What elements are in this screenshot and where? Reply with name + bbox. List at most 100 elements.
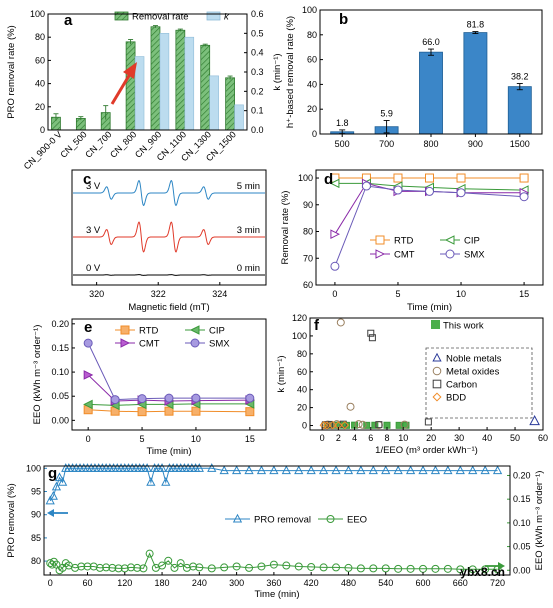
legend-label: Noble metals (446, 354, 502, 365)
trend-arrow-head (123, 62, 137, 79)
data-point-pro-removal (468, 465, 478, 475)
data-point (393, 185, 403, 195)
bar-k (159, 33, 170, 131)
data-point (164, 406, 174, 416)
data-point-eeo (431, 564, 440, 573)
tick-label-x: 180 (155, 578, 170, 588)
tick-label-y2: 0.20 (513, 470, 531, 480)
data-point-pro-removal (207, 463, 217, 472)
series-line-pro-removal (49, 467, 498, 502)
scatter-point (358, 420, 367, 429)
panel-d-frame (315, 169, 544, 286)
tick-label-x: 10 (191, 434, 201, 444)
tick-label-y: 40 (307, 79, 317, 89)
panel-a-frame (47, 13, 248, 131)
legend-label: Carbon (446, 380, 477, 391)
data-point-pro-removal (318, 465, 329, 475)
data-point (456, 173, 466, 183)
tick-label-x: 5 (140, 434, 145, 444)
scatter-point (367, 329, 375, 337)
tick-label-x: 600 (415, 578, 430, 588)
tick-label-y: 40 (35, 79, 45, 89)
tick-label-y: 20 (307, 104, 317, 114)
tick-label-y: 70 (303, 253, 313, 263)
tick-label-y: 120 (292, 313, 307, 323)
legend-marker (444, 235, 455, 245)
data-point-eeo (468, 565, 477, 574)
y2-axis-label: k (min⁻¹) (272, 53, 283, 90)
data-point (330, 229, 341, 239)
legend-label: SMX (464, 250, 485, 261)
spectrum-time-label: 0 min (237, 263, 260, 274)
legend-marker (432, 352, 442, 362)
tick-label-y: 60 (307, 55, 317, 65)
tick-label-y2: 0.15 (513, 494, 531, 504)
data-point-pro-removal (142, 463, 152, 472)
legend-label: BDD (446, 393, 466, 404)
tick-label-x: 480 (341, 578, 356, 588)
x-axis-label: Time (min) (407, 302, 452, 313)
data-point-pro-removal (157, 463, 167, 472)
data-point-eeo (102, 563, 111, 572)
legend-label-removal: Removal rate (132, 12, 189, 23)
panel-label-b: b (339, 11, 348, 28)
legend-marker (375, 249, 386, 259)
legend-label: SMX (209, 339, 230, 350)
legend-label: RTD (394, 236, 413, 247)
data-point (425, 173, 434, 183)
bar-k (234, 104, 244, 131)
data-point-eeo (49, 557, 58, 566)
legend-marker (120, 325, 130, 335)
tick-label-x: 6 (368, 433, 373, 443)
tick-label-x: 320 (89, 289, 104, 299)
data-point-pro-removal (48, 490, 58, 500)
tick-label-y: 100 (26, 463, 41, 473)
tick-label-x: 700 (379, 139, 394, 149)
series-line (334, 182, 525, 191)
data-point (245, 393, 255, 403)
data-point (425, 186, 434, 196)
data-point-pro-removal (51, 481, 62, 491)
tick-label-y: 90 (31, 510, 41, 520)
series-line (87, 342, 250, 401)
panel-label-d: d (324, 171, 333, 188)
data-point-pro-removal (393, 465, 403, 475)
tick-label-y: 0 (40, 125, 45, 135)
panel-c-frame (71, 169, 267, 286)
x-axis-label: Magnetic field (mT) (128, 302, 209, 313)
data-point-pro-removal (161, 476, 171, 486)
data-point-pro-removal (368, 465, 378, 475)
tick-label-y: 100 (292, 331, 307, 341)
data-point-eeo (195, 563, 204, 572)
legend-marker (120, 338, 131, 348)
data-point-pro-removal (443, 465, 453, 475)
data-point-eeo (332, 563, 341, 572)
data-point-eeo (139, 564, 148, 573)
data-point-eeo (394, 564, 403, 573)
tick-label-x: 40 (482, 433, 492, 443)
scatter-point (354, 420, 363, 429)
tick-label-y: 60 (303, 280, 313, 290)
tick-label-x: 15 (245, 434, 255, 444)
legend-marker (190, 338, 200, 348)
tick-label-x: 0 (320, 433, 325, 443)
data-point (83, 370, 94, 380)
data-point-eeo (369, 564, 378, 573)
tick-label-y: 0.20 (51, 319, 69, 329)
scatter-point (363, 421, 371, 429)
bar-hplus-rate (463, 32, 488, 135)
legend-marker (432, 366, 442, 376)
data-point-eeo (319, 563, 328, 572)
tick-label-x: 10 (398, 433, 408, 443)
legend-marker (375, 235, 385, 245)
tick-label-x: 540 (378, 578, 393, 588)
y2-axis-label: EEO (kWh m⁻³ order⁻¹) (534, 471, 545, 571)
data-point-pro-removal (194, 463, 204, 472)
bar-hplus-rate (419, 51, 443, 135)
data-point (330, 261, 340, 271)
tick-label-y: 80 (303, 227, 313, 237)
y-axis-label: PRO removal rate (%) (6, 25, 17, 118)
panel-d: 0 5 10 15 60 70 80 90 100 Time (min) Removal rate … (280, 171, 530, 313)
data-point-pro-removal (418, 465, 428, 475)
